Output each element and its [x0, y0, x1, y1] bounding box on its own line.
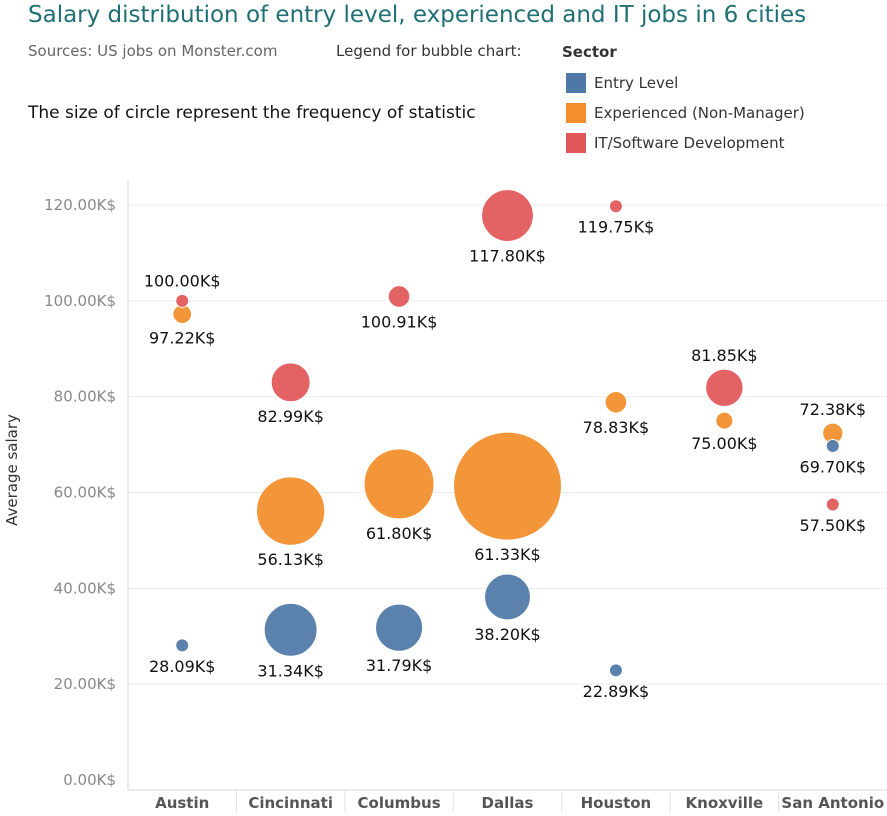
bubble — [715, 411, 734, 430]
bubble — [825, 439, 840, 454]
legend-title: Sector — [562, 43, 617, 61]
bubble — [608, 663, 623, 678]
bubble — [387, 285, 411, 308]
y-tick-label: 40.00K$ — [54, 579, 116, 597]
legend-swatch-it-software — [566, 133, 586, 153]
size-note: The size of circle represent the frequen… — [28, 103, 476, 123]
sources-text: Sources: US jobs on Monster.com — [28, 42, 278, 60]
data-label: 100.91K$ — [361, 312, 438, 331]
legend-label: Experienced (Non-Manager) — [594, 104, 805, 122]
data-label: 119.75K$ — [578, 218, 655, 237]
bubble — [363, 448, 435, 520]
legend-label: IT/Software Development — [594, 134, 785, 152]
y-tick-label: 60.00K$ — [54, 484, 116, 502]
y-tick-label: 80.00K$ — [54, 388, 116, 406]
legend-label: Entry Level — [594, 74, 679, 92]
x-tick-label: Austin — [155, 794, 209, 812]
data-label: 72.38K$ — [800, 400, 866, 419]
y-tick-label: 120.00K$ — [44, 196, 116, 214]
y-tick-label: 100.00K$ — [44, 292, 116, 310]
data-label: 57.50K$ — [800, 516, 866, 535]
x-tick-label: Knoxville — [686, 794, 764, 812]
bubble — [825, 497, 840, 512]
data-label: 97.22K$ — [149, 329, 215, 348]
data-label: 31.34K$ — [257, 661, 323, 680]
chart-title: Salary distribution of entry level, expe… — [28, 2, 807, 28]
data-label: 100.00K$ — [144, 271, 221, 290]
bubble — [604, 390, 628, 414]
data-label: 31.79K$ — [366, 656, 432, 675]
bubble — [375, 603, 424, 652]
bubble — [175, 638, 190, 653]
bubble — [484, 573, 531, 621]
bubble — [270, 362, 311, 403]
x-tick-label: Cincinnati — [248, 794, 333, 812]
data-label: 82.99K$ — [257, 407, 323, 426]
x-tick-label: San Antonio — [781, 794, 884, 812]
data-label: 117.80K$ — [469, 246, 546, 265]
data-label: 61.80K$ — [366, 524, 432, 543]
x-tick-label: Dallas — [482, 794, 534, 812]
data-label: 22.89K$ — [583, 682, 649, 701]
data-label: 56.13K$ — [257, 550, 323, 569]
data-label: 28.09K$ — [149, 657, 215, 676]
bubble — [453, 431, 562, 541]
legend-note: Legend for bubble chart: — [336, 42, 522, 60]
data-label: 61.33K$ — [474, 545, 540, 564]
y-axis-title: Average salary — [3, 414, 21, 526]
data-label: 81.85K$ — [691, 346, 757, 365]
x-tick-label: Houston — [581, 794, 652, 812]
legend-swatch-experienced — [566, 103, 586, 123]
y-tick-label: 20.00K$ — [54, 675, 116, 693]
bubble — [255, 476, 326, 546]
data-label: 75.00K$ — [691, 434, 757, 453]
data-label: 78.83K$ — [583, 418, 649, 437]
bubble — [263, 602, 318, 657]
x-tick-label: Columbus — [358, 794, 441, 812]
legend-swatch-entry-level — [566, 73, 586, 93]
bubble — [175, 293, 190, 308]
data-label: 38.20K$ — [474, 625, 540, 644]
bubble — [481, 189, 534, 242]
bubble — [608, 199, 623, 214]
y-tick-label: 0.00K$ — [63, 771, 116, 789]
data-label: 69.70K$ — [800, 458, 866, 477]
bubble — [705, 368, 744, 408]
